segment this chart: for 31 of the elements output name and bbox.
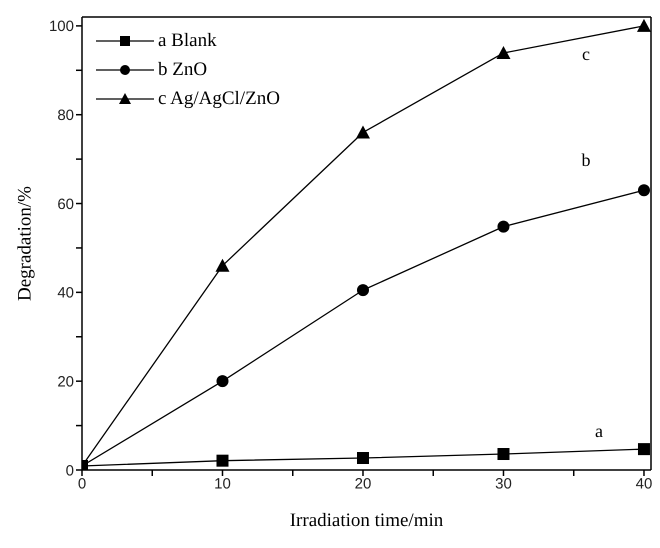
y-tick-label: 0 xyxy=(66,462,74,480)
point xyxy=(216,375,228,388)
y-tick-label: 20 xyxy=(57,374,74,390)
x-tick-label: 30 xyxy=(495,476,512,493)
point xyxy=(638,184,650,196)
y-tick-label: 40 xyxy=(57,284,74,302)
legend-label: c Ag/AgCl/ZnO xyxy=(158,88,280,110)
annotation: c xyxy=(582,44,590,64)
point xyxy=(638,443,650,456)
point xyxy=(636,18,651,32)
point xyxy=(216,454,228,467)
point xyxy=(356,125,370,138)
annotation: a xyxy=(594,421,603,442)
y-tick-label: 60 xyxy=(57,196,74,213)
x-tick-label: 0 xyxy=(78,476,86,493)
y-axis-title: Degradation/% xyxy=(14,186,36,302)
x-tick-label: 20 xyxy=(354,476,372,493)
legend-label: b ZnO xyxy=(158,58,208,80)
point xyxy=(496,46,510,59)
x-tick-label: 40 xyxy=(636,476,652,493)
point xyxy=(356,284,369,296)
point xyxy=(356,452,369,464)
point xyxy=(215,258,230,272)
y-tick-label: 80 xyxy=(57,107,74,124)
point xyxy=(497,220,510,233)
x-tick-label: 10 xyxy=(214,476,231,493)
point xyxy=(497,448,510,460)
y-tick-label: 100 xyxy=(48,18,74,36)
x-axis-title: Irradiation time/min xyxy=(290,510,444,531)
annotation: b xyxy=(581,150,590,170)
legend-label: a Blank xyxy=(158,30,217,52)
